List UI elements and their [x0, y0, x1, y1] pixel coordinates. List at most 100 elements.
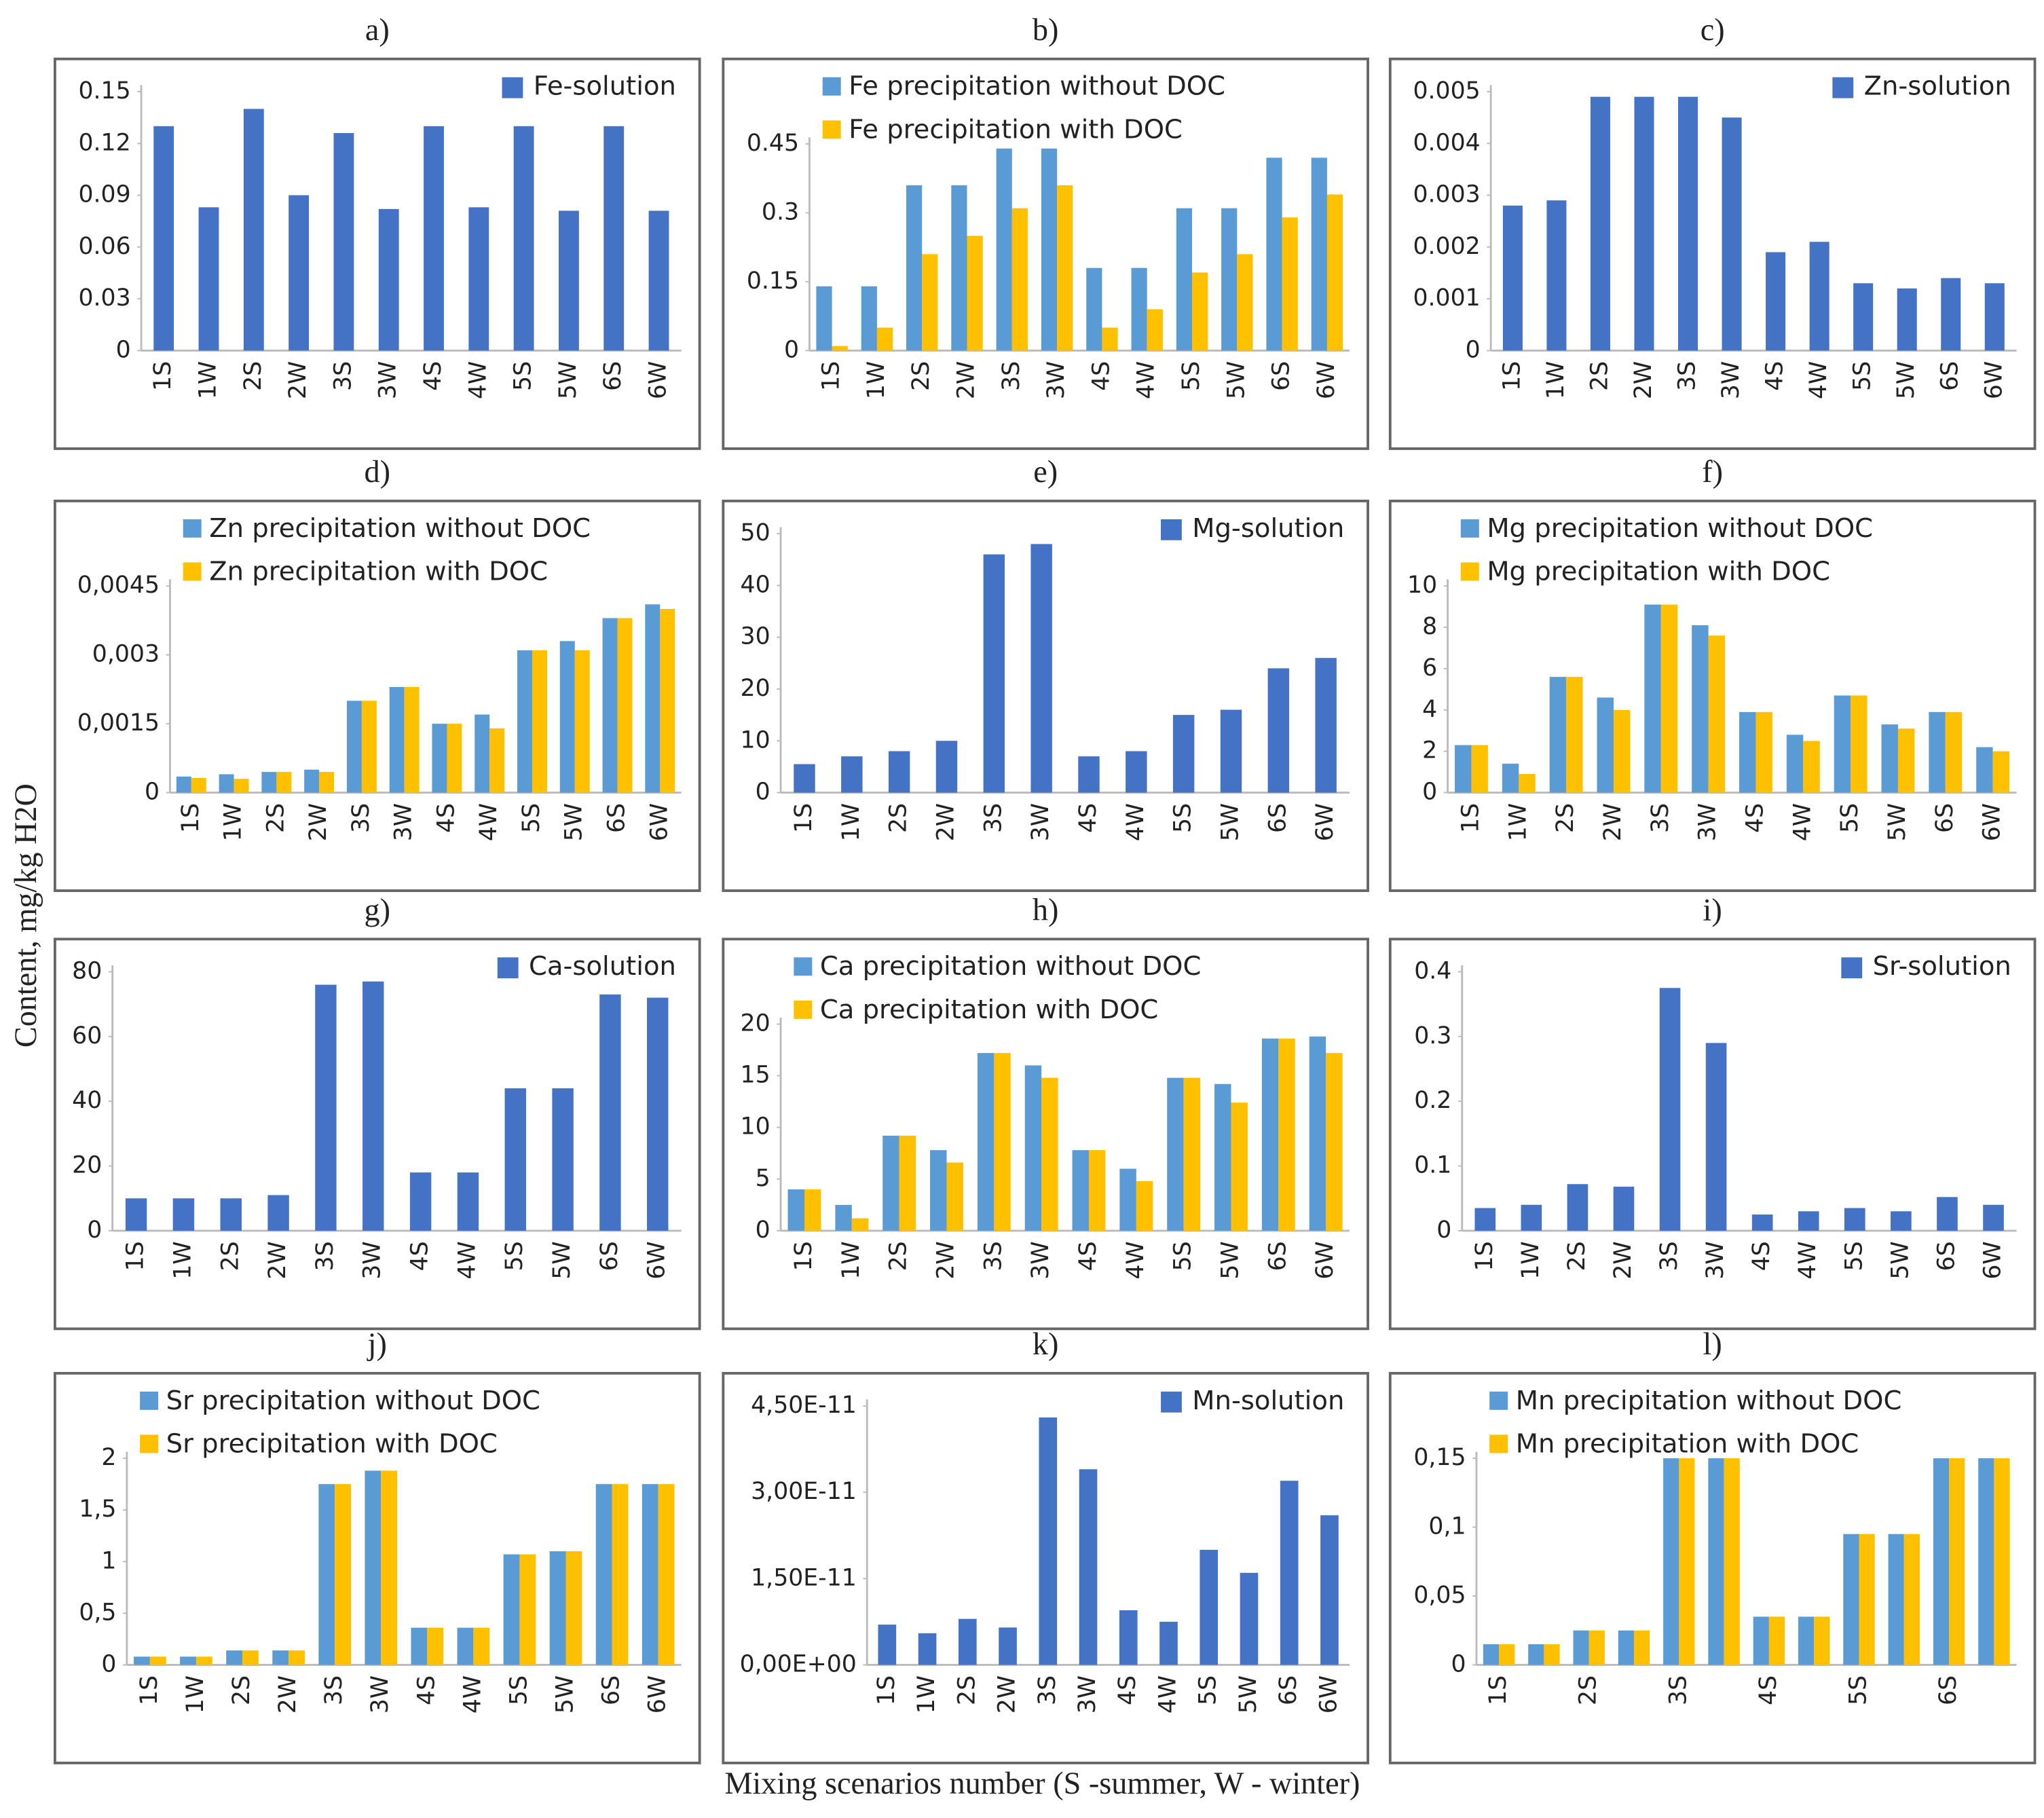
y-tick-label: 0,00E+00	[740, 1650, 857, 1677]
x-tick-label: 2W	[953, 361, 980, 399]
bar	[363, 981, 384, 1231]
x-tick-label: 2W	[932, 1241, 959, 1279]
bar	[378, 208, 399, 351]
bar	[1660, 604, 1678, 793]
bar	[899, 1135, 916, 1231]
bar	[658, 1484, 675, 1665]
bar	[473, 1627, 490, 1665]
x-tick-label: 1S	[873, 1675, 900, 1705]
x-tick-label: 3S	[998, 361, 1025, 391]
x-tick-label: 3W	[1694, 803, 1722, 841]
x-tick-label: 2S	[228, 1675, 255, 1705]
bar	[1041, 1077, 1058, 1231]
bar	[994, 1053, 1011, 1231]
x-tick-label: 4W	[475, 803, 502, 841]
bar	[1722, 117, 1742, 351]
y-tick-label: 40	[741, 571, 770, 598]
y-tick-label: 15	[741, 1062, 770, 1089]
y-tick-label: 50	[741, 519, 770, 546]
bar	[196, 1656, 212, 1665]
bar	[134, 1656, 150, 1665]
x-tick-label: 3S	[348, 803, 375, 833]
bar	[1937, 1197, 1958, 1231]
bar	[967, 236, 983, 351]
bar	[906, 185, 923, 351]
x-tick-label: 4W	[1122, 1241, 1149, 1279]
x-tick-label: 5S	[1836, 803, 1863, 833]
x-tick-label: 5W	[1887, 1241, 1914, 1279]
y-tick-label: 0	[1436, 1217, 1451, 1244]
bar	[1768, 1616, 1785, 1665]
bar	[1315, 658, 1337, 793]
legend-swatch	[140, 1391, 159, 1410]
x-tick-label: 1S	[177, 803, 204, 833]
panel-frame	[53, 938, 701, 1331]
legend-label: Zn precipitation with DOC	[209, 556, 548, 587]
x-tick-label: 6S	[603, 803, 631, 833]
bar	[1613, 709, 1631, 793]
y-tick-label: 1,50E-11	[751, 1564, 857, 1591]
bar	[1859, 1534, 1875, 1665]
bar	[1929, 711, 1946, 793]
bar	[832, 346, 848, 351]
legend-label: Fe-solution	[534, 71, 676, 102]
x-tick-label: 4S	[1075, 803, 1102, 833]
bar	[603, 126, 625, 351]
y-tick-label: 1,5	[79, 1496, 116, 1523]
y-tick-label: 3,00E-11	[751, 1478, 857, 1505]
y-tick-label: 0	[1451, 1650, 1466, 1677]
bar	[1834, 695, 1851, 793]
x-tick-label: 5W	[555, 361, 582, 399]
y-tick-label: 0,05	[1413, 1582, 1466, 1609]
x-tick-label: 2S	[240, 361, 267, 391]
bar	[1326, 194, 1343, 351]
bar	[1573, 1630, 1589, 1665]
x-tick-label: 1W	[182, 1675, 209, 1713]
y-tick-label: 0	[101, 1650, 116, 1677]
y-tick-label: 0.15	[747, 267, 799, 295]
y-tick-label: 2	[1422, 737, 1437, 764]
x-tick-label: 4S	[1741, 803, 1768, 833]
x-tick-label: 3W	[1027, 1241, 1054, 1279]
y-tick-label: 0,003	[92, 641, 160, 668]
x-tick-label: 4S	[1114, 1675, 1141, 1705]
bar	[361, 701, 377, 793]
x-tick-label: 3S	[1674, 361, 1701, 391]
bar	[424, 126, 444, 351]
bar	[642, 1484, 658, 1665]
x-tick-label: 6W	[1980, 361, 2007, 399]
panel-title: b)	[1033, 12, 1059, 47]
bar	[918, 1633, 937, 1665]
legend-swatch	[822, 120, 841, 139]
bar	[1766, 252, 1786, 351]
panel-title: c)	[1701, 12, 1725, 47]
legend-label: Mg precipitation with DOC	[1487, 556, 1830, 587]
bar	[1897, 728, 1915, 793]
bar	[1814, 1616, 1830, 1665]
x-tick-label: 3S	[980, 1241, 1007, 1271]
y-tick-label: 6	[1422, 654, 1437, 682]
x-tick-label: 5W	[1216, 1241, 1244, 1279]
y-tick-label: 5	[756, 1165, 770, 1192]
legend-swatch	[140, 1434, 159, 1453]
bar	[427, 1627, 444, 1665]
y-tick-label: 0	[756, 1217, 770, 1244]
legend-label: Ca-solution	[529, 951, 676, 982]
y-tick-label: 0.15	[78, 77, 130, 105]
bar	[1903, 1534, 1920, 1665]
bar	[489, 728, 505, 793]
x-tick-label: 6S	[598, 1675, 625, 1705]
bar	[1891, 1211, 1912, 1231]
bar	[176, 776, 191, 793]
bar	[1590, 96, 1610, 351]
y-tick-label: 10	[1407, 572, 1437, 599]
y-tick-label: 0,15	[1413, 1444, 1466, 1471]
bar	[882, 1135, 899, 1231]
x-tick-label: 2S	[1563, 1241, 1591, 1271]
x-tick-label: 4S	[420, 361, 447, 391]
bar	[1678, 96, 1698, 351]
bar	[1086, 267, 1102, 351]
bar	[559, 641, 575, 793]
bar	[404, 686, 420, 793]
legend-label: Sr precipitation without DOC	[166, 1386, 540, 1416]
